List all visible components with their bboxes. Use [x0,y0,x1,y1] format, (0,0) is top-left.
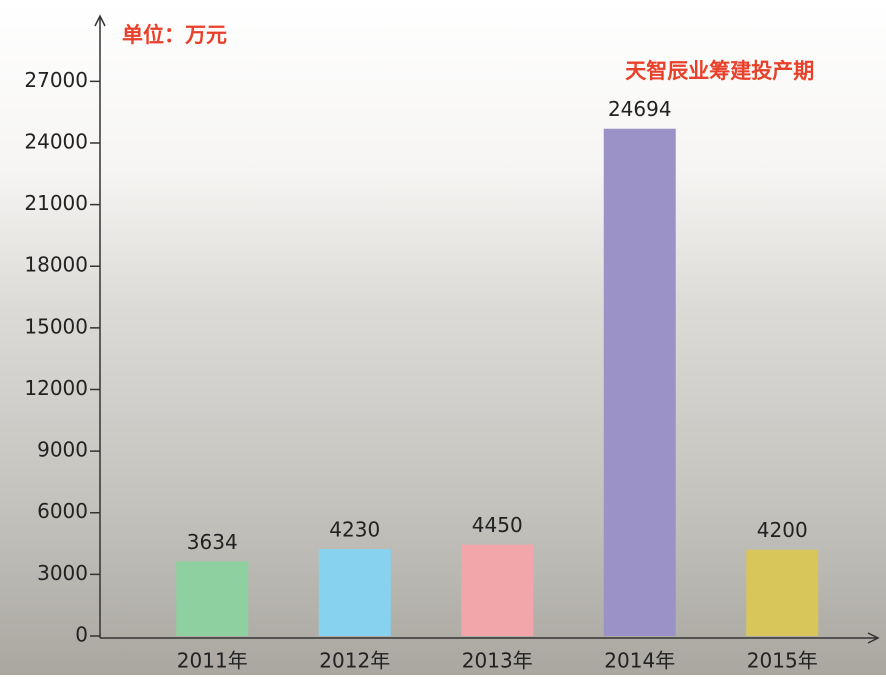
x-tick-label: 2014年 [604,649,675,673]
bar [604,129,676,636]
chart: 0 3000 6000 9000 12000 15000 18000 21000 24000 27… [0,0,886,675]
y-tick-label: 18000 [24,253,88,277]
bar [319,549,391,636]
y-tick-label: 3000 [37,561,88,585]
data-label: 4450 [472,513,523,537]
y-tick-label: 21000 [24,191,88,215]
data-label: 4200 [757,518,808,542]
y-tick-label: 24000 [24,129,88,153]
y-tick-label: 9000 [37,438,88,462]
y-tick-label: 27000 [24,68,88,92]
x-tick-label: 2015年 [747,649,818,673]
x-tick-label: 2011年 [177,649,248,673]
y-tick-label: 6000 [37,499,88,523]
unit-label: 单位：万元 [122,23,227,47]
bar [176,561,248,636]
annotation: 天智辰业筹建投产期 [625,59,814,83]
data-label: 4230 [329,518,380,542]
bar [746,550,818,636]
page: 0 3000 6000 9000 12000 15000 18000 21000 24000 27… [0,0,886,679]
y-tick-label: 12000 [24,376,88,400]
x-tick-label: 2012年 [319,649,390,673]
y-tick-label: 0 [75,623,88,647]
x-tick-label: 2013年 [462,649,533,673]
bar [461,545,533,636]
data-label: 3634 [187,530,238,554]
y-tick-label: 15000 [24,314,88,338]
data-label: 24694 [608,97,672,121]
